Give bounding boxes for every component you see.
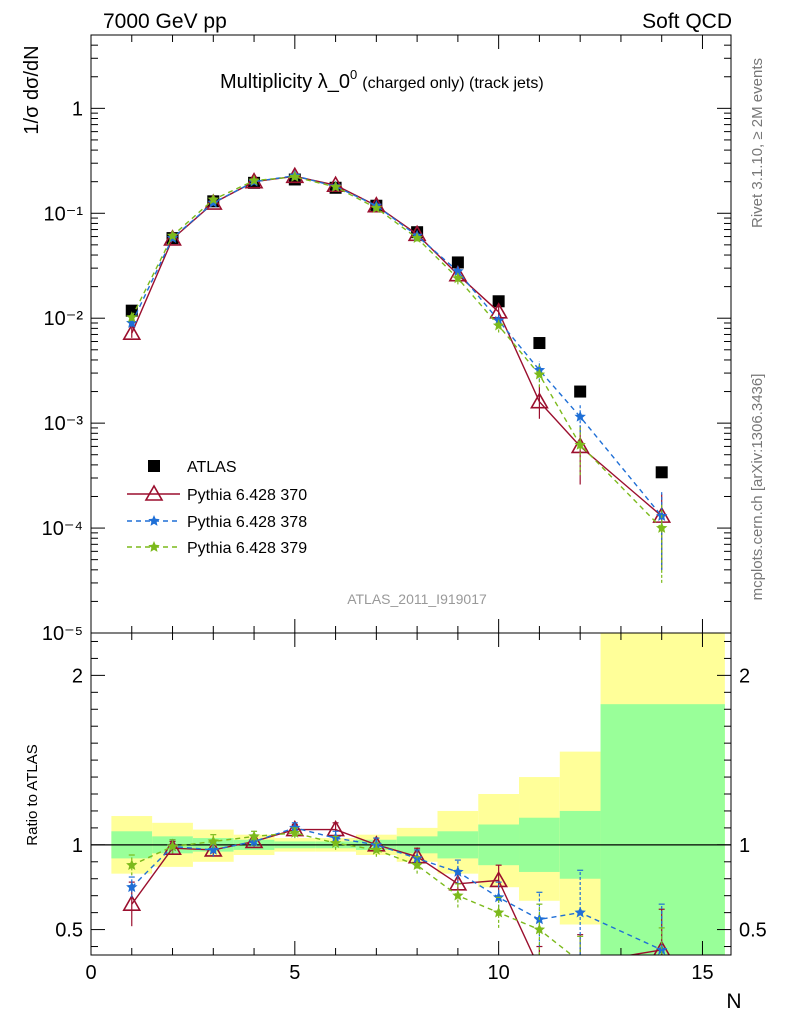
ratio-point (329, 837, 342, 848)
legend-marker (148, 541, 160, 552)
ratio-point (248, 830, 260, 842)
data-point (574, 385, 587, 398)
energy-label: 7000 GeV pp (103, 10, 227, 33)
x-axis-label: N (726, 990, 741, 1013)
ratio-point (122, 894, 142, 911)
ratio-uncertainty-bands (111, 633, 725, 955)
data-point (492, 319, 505, 331)
ratio-data-marks (122, 819, 671, 975)
inner-band-bin (600, 704, 725, 955)
data-point (452, 265, 464, 277)
y-tick-label: 1 (72, 98, 83, 120)
y-tick-label: 10⁻² (44, 308, 84, 330)
data-point (411, 232, 423, 243)
ratio-point (452, 889, 464, 901)
ratio-point (370, 843, 383, 855)
x-tick-label: 5 (289, 962, 300, 984)
data-point (574, 410, 586, 422)
data-point (370, 202, 383, 213)
ratio-point (289, 827, 301, 838)
ratio-frame (90, 632, 732, 956)
category-label: Soft QCD (642, 10, 732, 33)
ratio-point (126, 881, 138, 893)
data-point (248, 174, 260, 186)
main-data-marks (122, 166, 672, 583)
main-ylabel: 1/σ dσ/dN (21, 45, 43, 134)
ratio-point (531, 961, 547, 975)
ratio-point (207, 835, 219, 847)
data-point (207, 193, 219, 205)
ratio-y-tick-label-right: 1 (739, 835, 750, 857)
data-point (329, 181, 342, 192)
data-point (163, 229, 182, 246)
ratio-point (126, 859, 138, 870)
ratio-y-tick-label-right: 2 (739, 665, 750, 687)
legend: ATLAS Pythia 6.428 370 Pythia 6.428 378 Pyt… (127, 459, 307, 557)
data-point (166, 229, 179, 241)
y-tick-label: 10⁻⁵ (42, 623, 83, 645)
legend-label: Pythia 6.428 378 (187, 514, 307, 531)
x-tick-label: 0 (85, 962, 96, 984)
main-axes: 10⁻⁵ 10⁻⁴ 10⁻³ 10⁻² 10⁻¹ 1 (42, 34, 731, 645)
ratio-point (656, 958, 667, 969)
title-note: (charged only) (track jets) (362, 75, 543, 92)
data-point (533, 368, 546, 380)
data-point (530, 392, 549, 409)
data-point (122, 323, 142, 340)
plot-title: Multiplicity λ_00 (charged only) (track j… (220, 67, 544, 93)
ratio-point (656, 943, 668, 955)
ratio-point (207, 843, 219, 855)
ratio-axes: 0.5 0.5 1 1 2 2 0 5 10 15 (55, 633, 767, 984)
ratio-y-tick-label: 0.5 (55, 920, 83, 942)
x-tick-label: 15 (691, 962, 713, 984)
legend-label: Pythia 6.428 370 (187, 487, 307, 504)
data-point (326, 175, 345, 193)
ratio-point (452, 866, 464, 877)
ratio-point (492, 906, 505, 918)
ratio-y-tick-label: 2 (72, 665, 83, 687)
data-point (574, 438, 586, 450)
data-point (656, 522, 668, 533)
data-point (451, 256, 464, 269)
data-point (126, 311, 138, 323)
y-tick-label: 10⁻⁴ (42, 518, 83, 540)
data-point (289, 170, 301, 182)
ratio-y-tick-label: 1 (72, 835, 83, 857)
ratio-point (579, 953, 581, 955)
ratio-point (575, 956, 586, 967)
rivet-label: Rivet 3.1.10, ≥ 2M events (749, 58, 766, 228)
ratio-point (533, 923, 546, 935)
legend-label: ATLAS (187, 459, 237, 476)
data-point (126, 317, 138, 328)
legend-marker (148, 460, 160, 472)
legend-marker (148, 515, 160, 526)
x-tick-label: 10 (488, 962, 510, 984)
ratio-ylabel: Ratio to ATLAS (24, 744, 41, 845)
data-point (655, 466, 668, 479)
data-point (125, 304, 138, 317)
y-tick-label: 10⁻³ (44, 413, 84, 435)
ratio-point (166, 840, 179, 852)
ratio-point (574, 906, 586, 918)
ratio-y-tick-label-right: 0.5 (739, 920, 767, 942)
ratio-point (163, 838, 182, 856)
data-point (452, 272, 464, 284)
svg-text:Multiplicity λ_00(charged only: Multiplicity λ_00 (charged only) (track j… (220, 67, 544, 93)
data-point (492, 295, 505, 308)
analysis-id: ATLAS_2011_I919017 (347, 591, 487, 607)
title-main: Multiplicity λ_0 (220, 71, 350, 93)
ratio-point (411, 859, 423, 870)
title-superscript: 0 (350, 67, 357, 82)
legend-marker (144, 484, 164, 501)
legend-label: Pythia 6.428 379 (187, 540, 307, 557)
data-point (533, 337, 546, 350)
y-tick-label: 10⁻¹ (44, 203, 84, 225)
mcplots-label: mcplots.cern.ch [arXiv:1306.3436] (749, 374, 766, 601)
